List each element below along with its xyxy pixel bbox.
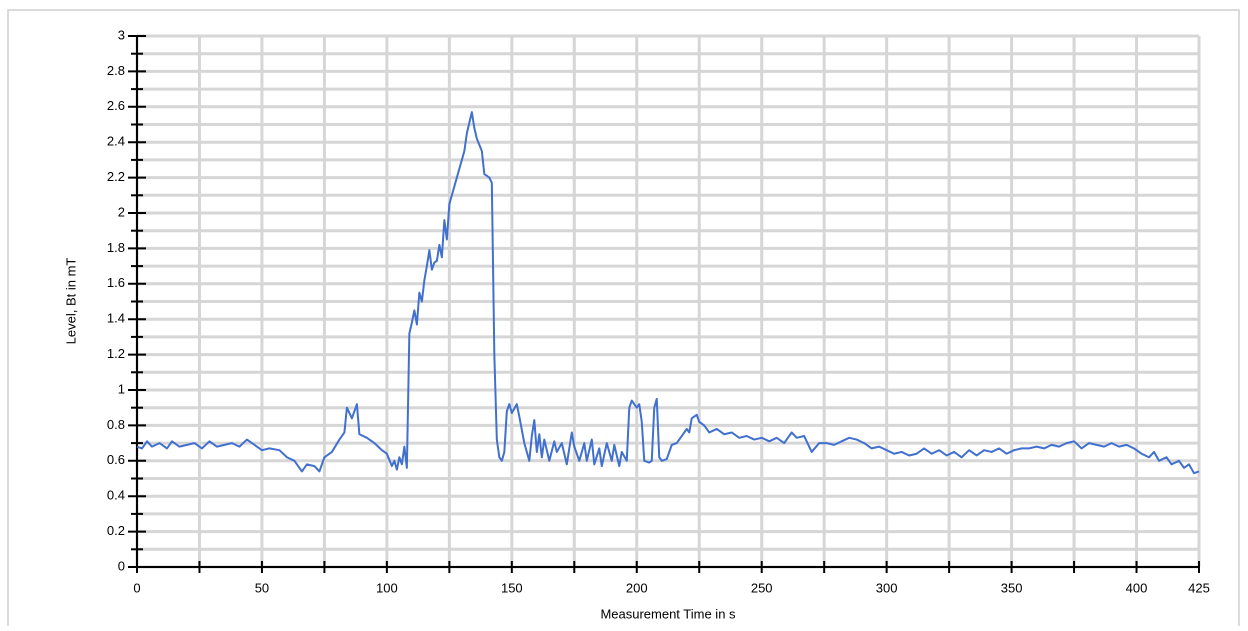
y-tick-label: 0.4 [107,488,125,503]
y-tick-label: 1 [118,381,125,396]
y-tick-label: 3 [118,27,125,42]
x-tick-label: 350 [1001,580,1023,595]
y-tick-label: 2.6 [107,98,125,113]
x-tick-label: 250 [751,580,773,595]
y-tick-label: 0 [118,558,125,573]
y-tick-label: 0.2 [107,523,125,538]
data-line [136,111,1200,475]
y-tick-label: 1.8 [107,240,125,255]
y-tick-label: 1.2 [107,346,125,361]
x-tick-label: 0 [133,580,140,595]
y-tick-label: 1.6 [107,275,125,290]
frame [7,9,1240,631]
y-tick-label: 0.6 [107,452,125,467]
x-tick-label: 425 [1188,580,1210,595]
y-axis-title: Level, Bt in mT [63,258,78,345]
y-tick-label: 0.8 [107,417,125,432]
y-tick-label: 2.4 [107,134,125,149]
y-tick-label: 1.4 [107,311,125,326]
y-tick-label: 2.8 [107,63,125,78]
y-tick-label: 2 [118,204,125,219]
x-tick-label: 200 [626,580,648,595]
x-tick-label: 150 [501,580,523,595]
x-tick-label: 300 [876,580,898,595]
x-axis-title: Measurement Time in s [600,606,736,621]
x-tick-label: 50 [255,580,269,595]
y-tick-label: 2.2 [107,169,125,184]
x-tick-label: 400 [1126,580,1148,595]
x-tick-label: 100 [376,580,398,595]
